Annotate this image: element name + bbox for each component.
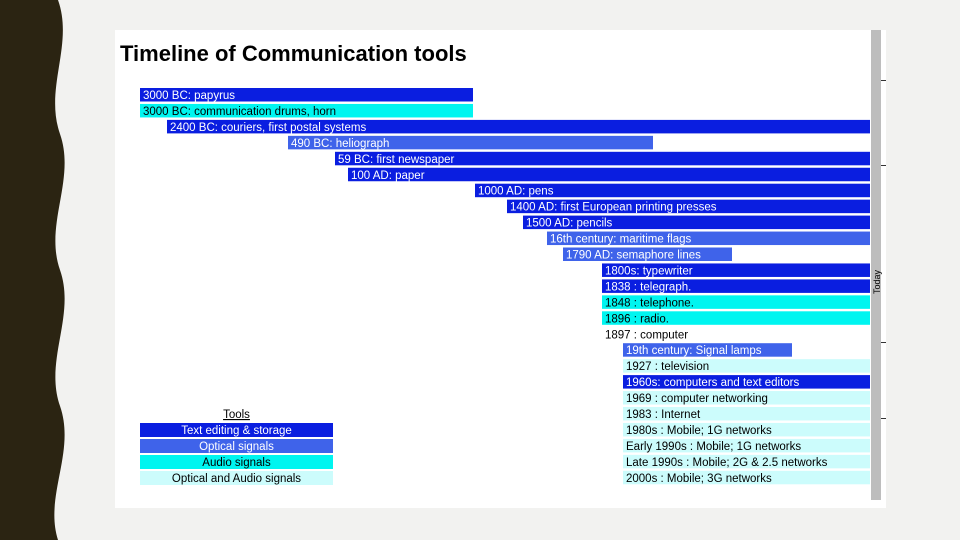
timeline-bar-label: 1848 : telephone. (605, 297, 694, 309)
timeline-bar-label: Late 1990s : Mobile; 2G & 2.5 networks (626, 457, 828, 469)
timeline-bar-label: 490 BC: heliograph (291, 138, 389, 150)
legend-swatch (140, 455, 333, 469)
timeline-bar (602, 279, 870, 293)
timeline-bar (623, 438, 870, 453)
timeline-bar-label: 1927 : television (626, 361, 709, 373)
legend-swatch (140, 439, 333, 453)
timeline-bar (475, 183, 870, 198)
timeline-bar-label: 1000 AD: pens (478, 186, 554, 198)
timeline-bar-label: 19th century: Signal lamps (626, 345, 762, 357)
timeline-bar (623, 422, 870, 437)
timeline-bar (140, 88, 473, 102)
timeline-bar (167, 119, 870, 134)
timeline-bar-label: 1790 AD: semaphore lines (566, 250, 701, 262)
timeline-bar-label: 59 BC: first newspaper (338, 154, 455, 166)
wavy-left-border (0, 0, 65, 540)
timeline-bar-label: 1800s: typewriter (605, 265, 693, 277)
legend-swatch (140, 423, 333, 437)
timeline-bar (623, 407, 870, 421)
timeline-bar (602, 311, 870, 325)
right-accent-border (936, 0, 960, 540)
timeline-bar-label: 1983 : Internet (626, 409, 701, 421)
timeline-bar (623, 343, 792, 357)
timeline-bar (623, 454, 870, 469)
timeline-bar-label: 1969 : computer networking (626, 393, 768, 405)
timeline-bar (623, 391, 870, 405)
legend-item-label: Text editing & storage (181, 425, 292, 437)
timeline-bar (623, 470, 870, 485)
timeline-bars: 3000 BC: papyrus 3000 BC: communication d… (140, 88, 870, 485)
timeline-bar (507, 199, 870, 214)
timeline-bar-label: 16th century: maritime flags (550, 234, 692, 246)
timeline-bar (140, 103, 473, 118)
timeline-bar-label: 1400 AD: first European printing presses (510, 202, 717, 214)
legend-item-label: Optical signals (199, 441, 274, 453)
legend-item-label: Optical and Audio signals (172, 473, 301, 485)
timeline-bar (602, 263, 870, 277)
timeline-bar (523, 215, 870, 230)
timeline-chart: Timeline of Communication tools Today 30… (115, 30, 886, 508)
timeline-bar-label: Early 1990s : Mobile; 1G networks (626, 441, 801, 453)
timeline-bar-label: 1896 : radio. (605, 313, 669, 325)
timeline-bar-label: 1897 : computer (605, 329, 688, 341)
axis-tick (881, 165, 886, 166)
timeline-bar-label: 2400 BC: couriers, first postal systems (170, 122, 366, 134)
timeline-bar (623, 359, 870, 373)
timeline-bar-label: 1500 AD: pencils (526, 218, 613, 230)
timeline-bar (335, 151, 870, 166)
timeline-bar (547, 231, 870, 246)
chart-title: Timeline of Communication tools (120, 41, 467, 66)
axis-tick (881, 418, 886, 419)
timeline-bar-label: 3000 BC: communication drums, horn (143, 106, 336, 118)
axis-tick (881, 342, 886, 343)
legend-swatch (140, 471, 333, 485)
timeline-bar (348, 167, 870, 182)
timeline-bar-label: 3000 BC: papyrus (143, 90, 235, 102)
timeline-bar (288, 135, 653, 150)
timeline-bar (563, 247, 732, 261)
timeline-bar-label: 1960s: computers and text editors (626, 377, 799, 389)
timeline-bar-label: 1980s : Mobile; 1G networks (626, 425, 772, 437)
timeline-bar-label: 100 AD: paper (351, 170, 425, 182)
timeline-bar-label: 2000s : Mobile; 3G networks (626, 473, 772, 485)
legend-title: Tools (223, 409, 250, 421)
axis-tick (881, 80, 886, 81)
timeline-bar-label: 1838 : telegraph. (605, 281, 691, 293)
legend-item-label: Audio signals (202, 457, 271, 469)
timeline-bar (602, 295, 870, 309)
chart-right-scrollbar (871, 30, 881, 500)
timeline-bar (623, 375, 870, 389)
